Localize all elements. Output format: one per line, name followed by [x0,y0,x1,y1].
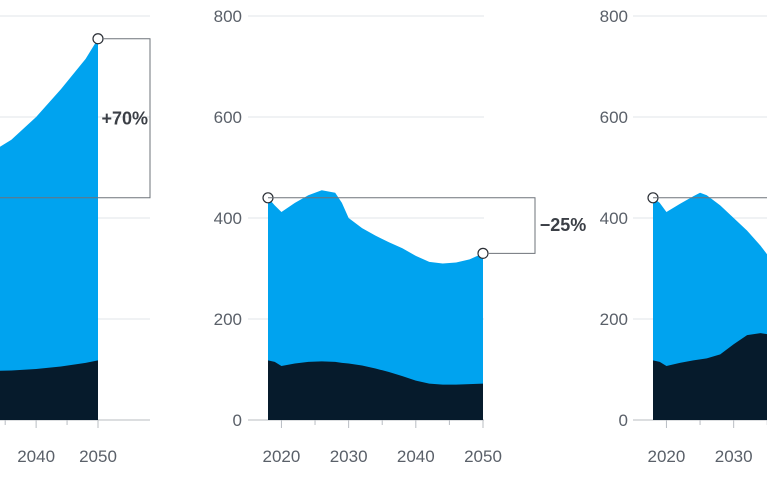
y-tick-label: 800 [214,7,242,26]
y-tick-label: 400 [214,209,242,228]
x-tick-label: 2030 [715,447,753,466]
y-tick-label: 400 [600,209,628,228]
y-tick-label: 0 [233,411,242,430]
end-marker [92,33,104,45]
change-bracket [0,38,151,199]
end-marker [477,247,489,259]
change-annotation: +70% [101,108,148,128]
change-bracket [268,197,536,254]
lower-series-area [268,360,483,420]
lower-series-area [653,333,767,420]
y-tick-label: 200 [600,310,628,329]
change-annotation: −25% [540,215,587,235]
x-tick-label: 2040 [397,447,435,466]
y-tick-label: 600 [600,108,628,127]
x-tick-label: 2050 [79,447,117,466]
x-tick-label: 2020 [263,447,301,466]
x-tick-label: 2020 [648,447,686,466]
x-tick-label: 2030 [330,447,368,466]
y-tick-label: 0 [619,411,628,430]
x-tick-label: 2050 [464,447,502,466]
panel-1: 2040 2050 +70% [0,15,151,466]
panel-2: 0 200 400 600 800 2020 2030 2040 2050 −25% [214,7,587,466]
y-tick-label: 600 [214,108,242,127]
y-tick-label: 800 [600,7,628,26]
x-tick-label: 2040 [17,447,55,466]
panel-3: 0 200 400 600 800 2020 2030 [600,7,767,466]
lower-series-area [0,360,98,420]
upper-series-area [0,38,98,420]
y-tick-label: 200 [214,310,242,329]
